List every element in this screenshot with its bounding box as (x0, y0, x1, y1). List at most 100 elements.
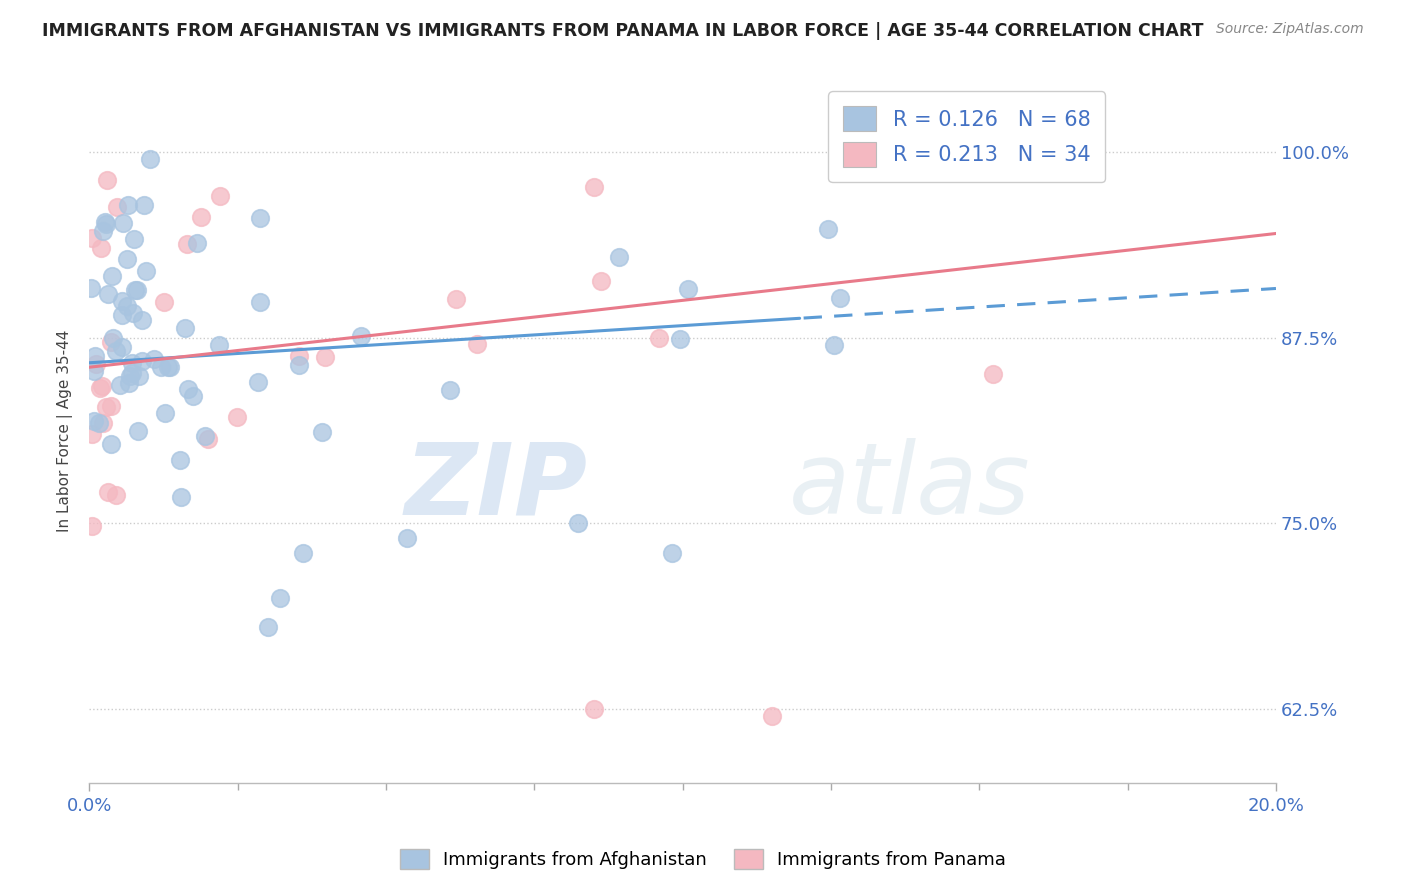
Point (135, 264, 157, 278)
Point (101, 268, 124, 283)
Point (96, 217, 118, 231)
Point (176, 237, 198, 252)
Point (314, 351, 336, 365)
Point (197, 432, 219, 446)
Point (249, 294, 271, 309)
Point (174, 321, 197, 335)
Point (159, 359, 181, 374)
Point (122, 306, 145, 320)
Point (105, 200, 128, 214)
Point (90, 242, 112, 256)
Point (120, 368, 142, 383)
Point (89, 416, 111, 430)
Point (444, 292, 467, 306)
Point (567, 516, 589, 531)
Point (648, 330, 671, 344)
Point (311, 425, 333, 439)
Point (170, 491, 193, 505)
Point (676, 281, 699, 295)
Point (117, 252, 139, 267)
Point (100, 437, 122, 451)
Point (111, 309, 134, 323)
Point (128, 369, 150, 384)
Point (134, 198, 156, 212)
Point (110, 340, 132, 354)
Point (149, 359, 172, 374)
Point (761, 709, 783, 723)
Point (91, 224, 114, 238)
Point (108, 377, 131, 392)
Point (80, 281, 103, 295)
Point (607, 250, 630, 264)
Point (582, 702, 605, 716)
Point (83, 414, 105, 428)
Y-axis label: In Labor Force | Age 35-44: In Labor Force | Age 35-44 (58, 329, 73, 532)
Point (938, 816, 960, 830)
Point (96, 173, 118, 187)
Point (208, 338, 231, 352)
Point (97, 286, 120, 301)
Point (96, 400, 118, 414)
Point (83, 349, 105, 363)
Point (100, 399, 122, 413)
Point (465, 337, 488, 351)
Point (103, 331, 125, 345)
Point (828, 291, 851, 305)
Point (131, 313, 153, 327)
Text: ZIP: ZIP (405, 438, 588, 535)
Point (817, 222, 839, 236)
Point (155, 406, 177, 420)
Point (124, 283, 146, 297)
Point (104, 488, 127, 502)
Point (153, 294, 176, 309)
Point (981, 367, 1004, 381)
Point (287, 358, 309, 372)
Point (121, 356, 143, 370)
Point (246, 376, 269, 390)
Point (257, 620, 280, 634)
Point (83, 364, 105, 378)
Text: IMMIGRANTS FROM AFGHANISTAN VS IMMIGRANTS FROM PANAMA IN LABOR FORCE | AGE 35-44: IMMIGRANTS FROM AFGHANISTAN VS IMMIGRANT… (42, 22, 1204, 40)
Legend: Immigrants from Afghanistan, Immigrants from Panama: Immigrants from Afghanistan, Immigrants … (391, 839, 1015, 879)
Point (395, 531, 418, 545)
Point (287, 349, 309, 363)
Point (91, 378, 114, 392)
Point (439, 384, 461, 398)
Point (186, 235, 208, 250)
Point (115, 299, 138, 313)
Point (127, 283, 149, 297)
Point (122, 232, 145, 246)
Point (121, 366, 143, 380)
Point (669, 332, 692, 346)
Point (249, 211, 271, 225)
Point (177, 382, 200, 396)
Point (91, 416, 114, 430)
Point (112, 217, 135, 231)
Point (208, 189, 231, 203)
Point (269, 591, 291, 605)
Point (82, 519, 104, 533)
Point (117, 198, 139, 212)
Point (138, 152, 160, 166)
Point (823, 338, 845, 352)
Point (100, 334, 122, 349)
Point (226, 410, 249, 425)
Point (80, 231, 103, 245)
Point (143, 352, 166, 367)
Point (583, 180, 606, 194)
Point (169, 452, 191, 467)
Point (661, 546, 683, 560)
Legend: R = 0.126   N = 68, R = 0.213   N = 34: R = 0.126 N = 68, R = 0.213 N = 34 (828, 91, 1105, 182)
Point (118, 376, 141, 390)
Point (97, 484, 120, 499)
Text: Source: ZipAtlas.com: Source: ZipAtlas.com (1216, 22, 1364, 37)
Point (111, 294, 134, 309)
Point (131, 353, 153, 368)
Point (828, 145, 851, 159)
Point (104, 344, 127, 359)
Point (194, 429, 217, 443)
Point (350, 329, 373, 343)
Point (591, 274, 613, 288)
Point (80, 427, 103, 442)
Point (998, 831, 1021, 846)
